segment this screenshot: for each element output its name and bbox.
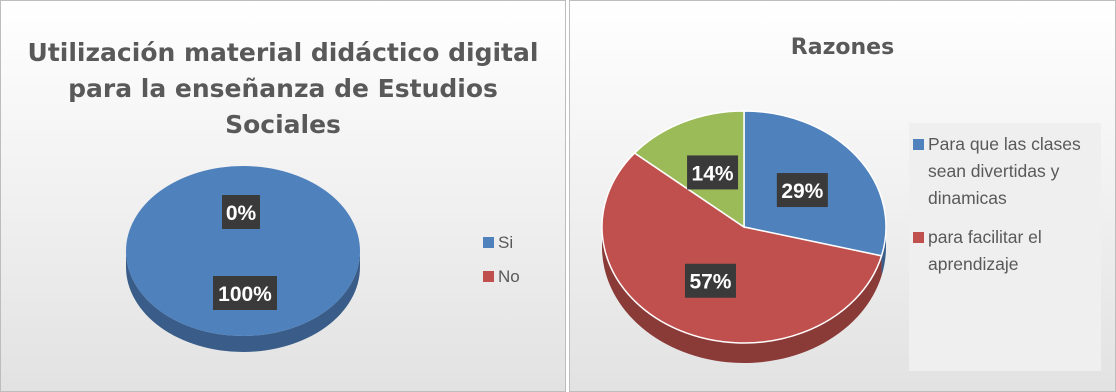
- chart-title: Utilización material didáctico digital p…: [27, 38, 539, 139]
- legend: Si No: [483, 233, 520, 301]
- legend-label: No: [498, 267, 520, 286]
- chart-panel-reasons: Razones 29% 57% 14% Para que las clases se…: [569, 0, 1116, 392]
- legend-item-learning: para facilitar el aprendizaje: [913, 224, 1097, 278]
- legend-item-fun: Para que las clases sean divertidas y di…: [913, 131, 1097, 212]
- data-label: 29%: [781, 180, 823, 203]
- data-label: 100%: [218, 283, 272, 306]
- legend-swatch: [913, 139, 924, 150]
- chart-panel-usage: Utilización material didáctico digital p…: [0, 0, 566, 392]
- data-label: 14%: [692, 162, 734, 185]
- pie-slice: [126, 166, 360, 336]
- pie-slice: [601, 152, 883, 344]
- data-label-bg: [776, 173, 828, 208]
- data-label-bg: [222, 195, 260, 229]
- legend-label: para facilitar el aprendizaje: [928, 227, 1042, 274]
- legend-swatch: [483, 237, 494, 248]
- legend-item-no: No: [483, 267, 520, 287]
- pie-chart-reasons: 29% 57% 14%: [601, 110, 887, 364]
- data-label: 57%: [689, 271, 731, 294]
- data-label: 0%: [226, 202, 257, 225]
- pie-slice-side: [881, 227, 886, 276]
- chart-title: Razones: [790, 35, 895, 60]
- data-label-bg: [687, 155, 739, 190]
- pie-slice-side: [126, 251, 360, 352]
- legend-swatch: [483, 271, 494, 282]
- legend-label: Para que las clases sean divertidas y di…: [928, 134, 1081, 208]
- data-label-bg: [213, 276, 277, 310]
- data-label-bg: [684, 263, 736, 298]
- legend: Para que las clases sean divertidas y di…: [909, 123, 1101, 371]
- pie-chart-usage: 100% 0%: [126, 166, 360, 352]
- legend-item-si: Si: [483, 233, 520, 253]
- legend-swatch: [913, 232, 924, 243]
- legend-label: Si: [498, 233, 514, 252]
